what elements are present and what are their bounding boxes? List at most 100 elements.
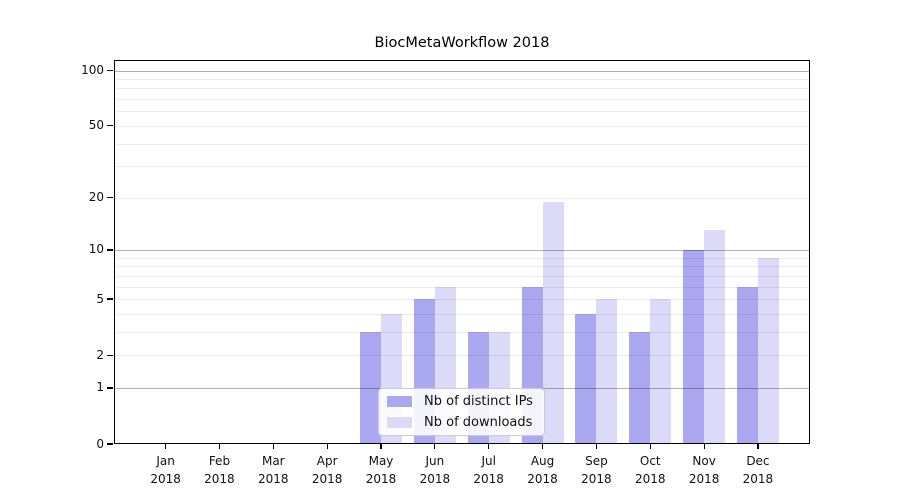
minor-gridline-2 xyxy=(114,355,810,357)
x-tick-year: 2018 xyxy=(258,472,289,486)
y-tick-label-20: 20 xyxy=(88,190,104,205)
x-tick-may xyxy=(380,444,382,449)
x-tick-month: May xyxy=(368,454,394,468)
x-tick-label-may: May 2018 xyxy=(351,452,411,488)
x-tick-jul xyxy=(488,444,490,449)
x-tick-year: 2018 xyxy=(365,472,397,486)
x-tick-label-mar: Mar 2018 xyxy=(243,452,303,488)
minor-gridline-30 xyxy=(114,166,810,168)
y-tick-label-1: 1 xyxy=(96,380,104,395)
bar-distinct-ips-nov xyxy=(683,249,705,444)
y-tick-0 xyxy=(107,443,113,445)
minor-gridline-60 xyxy=(114,111,810,113)
x-tick-label-jan: Jan 2018 xyxy=(136,452,196,488)
y-tick-2 xyxy=(107,354,113,356)
minor-gridline-3 xyxy=(114,331,810,333)
x-tick-year: 2018 xyxy=(311,472,343,486)
x-tick-label-jun: Jun 2018 xyxy=(405,452,465,488)
x-tick-year: 2018 xyxy=(581,472,612,486)
minor-gridline-8 xyxy=(114,266,810,268)
legend-label-downloads: Nb of downloads xyxy=(424,415,533,431)
y-tick-label-5: 5 xyxy=(96,291,104,306)
chart-title: BiocMetaWorkflow 2018 xyxy=(374,35,550,51)
y-tick-label-0: 0 xyxy=(96,436,104,451)
x-tick-year: 2018 xyxy=(150,472,181,486)
legend-swatch-downloads xyxy=(387,417,412,429)
x-tick-oct xyxy=(649,444,651,449)
x-tick-label-oct: Oct 2018 xyxy=(620,452,680,488)
x-tick-month: Nov xyxy=(692,454,716,468)
y-tick-label-2: 2 xyxy=(96,347,104,362)
legend-swatch-distinct-ips xyxy=(387,395,412,407)
x-tick-jan xyxy=(165,444,167,449)
bar-downloads-nov xyxy=(704,230,726,444)
x-tick-nov xyxy=(703,444,705,449)
y-tick-5 xyxy=(107,298,113,300)
minor-gridline-20 xyxy=(114,197,810,199)
minor-gridline-90 xyxy=(114,79,810,81)
x-tick-month: Sep xyxy=(585,454,608,468)
x-tick-sep xyxy=(595,444,597,449)
x-tick-year: 2018 xyxy=(204,472,235,486)
legend-row-distinct-ips: Nb of distinct IPs xyxy=(387,393,536,410)
bar-downloads-dec xyxy=(757,257,779,444)
x-tick-label-aug: Aug 2018 xyxy=(513,452,573,488)
x-tick-year: 2018 xyxy=(473,472,504,486)
x-tick-month: Apr xyxy=(316,454,338,468)
x-tick-apr xyxy=(326,444,328,449)
x-tick-label-jul: Jul 2018 xyxy=(459,452,519,488)
y-tick-1 xyxy=(107,387,113,389)
x-tick-label-apr: Apr 2018 xyxy=(297,452,357,488)
x-tick-year: 2018 xyxy=(527,472,558,486)
x-tick-month: Jul xyxy=(481,454,496,468)
x-tick-month: Oct xyxy=(639,454,661,468)
x-tick-label-dec: Dec 2018 xyxy=(728,452,788,488)
x-tick-year: 2018 xyxy=(634,472,666,486)
x-tick-month: Dec xyxy=(746,454,770,468)
x-tick-jun xyxy=(434,444,436,449)
bar-downloads-aug xyxy=(542,201,564,444)
major-gridline-10 xyxy=(114,249,810,251)
bar-distinct-ips-dec xyxy=(736,286,758,444)
y-tick-100 xyxy=(107,69,113,72)
minor-gridline-5 xyxy=(114,299,810,301)
x-tick-year: 2018 xyxy=(419,472,451,486)
x-tick-dec xyxy=(757,444,759,449)
y-tick-20 xyxy=(107,197,113,199)
x-tick-year: 2018 xyxy=(688,472,720,486)
x-tick-label-feb: Feb 2018 xyxy=(189,452,249,488)
major-gridline-100 xyxy=(114,70,810,72)
minor-gridline-50 xyxy=(114,125,810,127)
minor-gridline-7 xyxy=(114,275,810,277)
x-tick-year: 2018 xyxy=(742,472,774,486)
minor-gridline-4 xyxy=(114,313,810,315)
x-tick-month: Feb xyxy=(208,454,231,468)
x-tick-mar xyxy=(272,444,274,449)
legend-row-downloads: Nb of downloads xyxy=(387,415,536,432)
x-tick-label-sep: Sep 2018 xyxy=(566,452,626,488)
x-tick-feb xyxy=(218,444,221,449)
bar-downloads-oct xyxy=(650,299,672,444)
x-tick-month: Jun xyxy=(425,454,445,468)
minor-gridline-70 xyxy=(114,99,810,101)
y-tick-label-100: 100 xyxy=(81,63,104,78)
bar-distinct-ips-may xyxy=(360,331,381,444)
y-tick-10 xyxy=(107,249,113,251)
bar-distinct-ips-sep xyxy=(575,313,597,444)
legend: Nb of distinct IPs Nb of downloads xyxy=(378,388,545,436)
minor-gridline-6 xyxy=(114,286,810,288)
bar-distinct-ips-oct xyxy=(629,331,651,444)
y-tick-label-50: 50 xyxy=(88,118,104,133)
bar-downloads-sep xyxy=(596,299,618,444)
minor-gridline-80 xyxy=(114,88,810,90)
x-tick-aug xyxy=(541,444,544,449)
minor-gridline-9 xyxy=(114,257,810,259)
minor-gridline-40 xyxy=(114,143,810,145)
x-tick-label-nov: Nov 2018 xyxy=(674,452,734,488)
y-tick-label-10: 10 xyxy=(88,242,104,257)
x-tick-month: Aug xyxy=(530,454,555,468)
x-tick-month: Mar xyxy=(261,454,285,468)
y-tick-50 xyxy=(107,125,113,127)
legend-label-distinct-ips: Nb of distinct IPs xyxy=(424,393,533,409)
